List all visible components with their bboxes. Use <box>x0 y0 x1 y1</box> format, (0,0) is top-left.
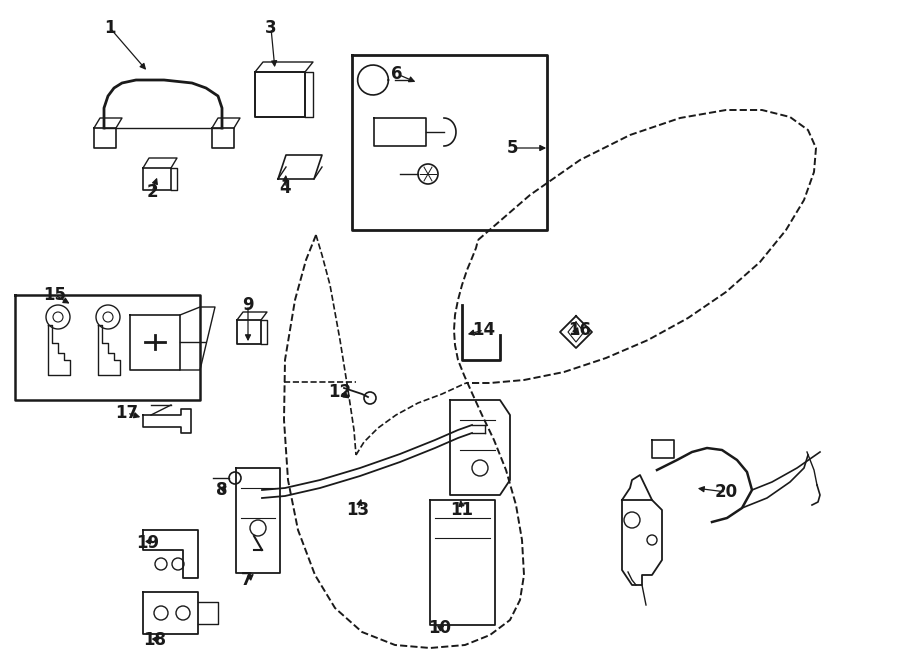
Text: 7: 7 <box>241 571 253 589</box>
Text: 8: 8 <box>216 481 228 499</box>
Text: 3: 3 <box>266 19 277 37</box>
Text: 14: 14 <box>472 321 496 339</box>
Text: 17: 17 <box>115 404 139 422</box>
Text: 4: 4 <box>279 179 291 197</box>
Text: 11: 11 <box>451 501 473 519</box>
Text: 5: 5 <box>506 139 518 157</box>
Text: 13: 13 <box>346 501 370 519</box>
Text: 10: 10 <box>428 619 452 637</box>
Text: 9: 9 <box>242 296 254 314</box>
Text: 1: 1 <box>104 19 116 37</box>
Text: 18: 18 <box>143 631 166 649</box>
Text: 12: 12 <box>328 383 352 401</box>
Text: 19: 19 <box>137 534 159 552</box>
Text: 16: 16 <box>569 321 591 339</box>
Text: 20: 20 <box>715 483 738 501</box>
Text: 2: 2 <box>146 183 158 201</box>
Text: 15: 15 <box>43 286 67 304</box>
Text: 6: 6 <box>392 65 403 83</box>
